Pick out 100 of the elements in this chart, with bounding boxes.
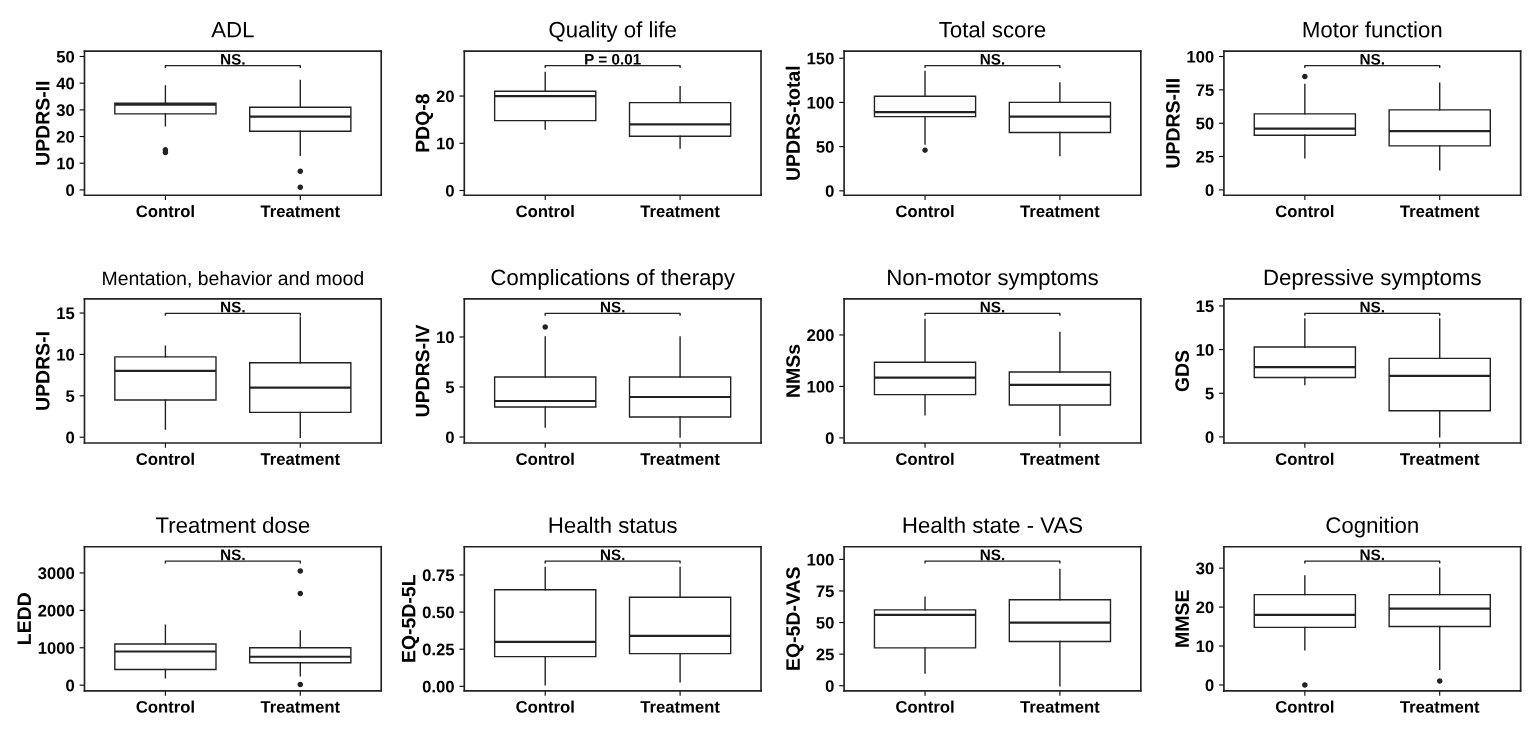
x-tick-label: Treatment [1400,205,1480,218]
y-tick-label: 0 [825,432,834,445]
y-tick-label: 5 [1205,387,1214,400]
x-tick-label: Control [136,700,194,713]
annotation: NS. [1360,53,1384,65]
x-tick-label: Treatment [260,701,340,713]
x-tick-label: Treatment [640,205,720,218]
chart-title: Cognition [1326,516,1418,538]
y-tick-label: 0 [66,431,75,444]
x-tick-label: Treatment [1400,701,1480,713]
annotation: NS. [221,53,245,65]
y-tick-label: 100 [807,553,834,566]
x-tick-label: Treatment [1020,453,1100,465]
y-tick-label: 20 [1196,601,1214,614]
annotation: NS. [221,301,245,313]
x-tick-label: Control [516,204,574,218]
x-tick-label: Control [896,452,954,465]
x-tick-label: Treatment [260,205,340,218]
y-tick-label: 10 [437,331,454,344]
y-axis-title: MMSE [1175,590,1190,647]
x-tick-label: Treatment [260,453,340,465]
y-tick-label: 5 [66,390,75,403]
y-axis-title: NMSs [786,344,800,397]
y-tick-label: 50 [1196,117,1214,130]
chart-title: ADL [211,21,254,38]
x-tick-label: Control [136,452,194,465]
chart-title: Total score [939,21,1046,38]
chart-title: Treatment dose [155,516,310,534]
annotation: NS. [980,53,1005,65]
y-tick-label: 0 [1205,184,1214,197]
annotation: NS. [980,301,1005,313]
annotation: NS. [600,301,625,313]
x-tick-label: Control [1275,700,1334,713]
y-tick-label: 10 [57,348,75,361]
y-axis-title: UPDRS-IV [415,324,430,417]
y-tick-label: 0 [1205,679,1214,692]
y-tick-label: 0 [1205,431,1214,444]
x-tick-label: Control [516,452,574,465]
x-tick-label: Treatment [1020,701,1100,713]
x-tick-label: Control [136,204,194,218]
y-tick-label: 25 [1196,150,1214,163]
annotation: NS. [1360,549,1384,561]
x-tick-label: Control [896,700,954,713]
y-tick-label: 50 [816,616,834,629]
y-tick-label: 2000 [38,604,75,617]
annotation: NS. [221,549,245,561]
x-tick-label: Control [516,700,574,713]
annotation: NS. [600,549,625,561]
y-tick-label: 200 [807,329,834,342]
y-tick-label: 10 [1196,640,1214,653]
y-tick-label: 20 [436,90,454,103]
y-tick-label: 10 [437,137,454,150]
y-axis-title: UPDRS-I [35,332,50,410]
y-tick-label: 3000 [38,567,75,580]
y-tick-label: 5 [445,381,455,394]
y-tick-label: 15 [57,307,75,320]
y-axis-title: LEDD [17,593,31,644]
chart-title: Non-motor symptoms [888,269,1098,290]
y-axis-title: UPDRS-total [785,66,800,180]
y-tick-label: 0 [445,184,454,197]
y-axis-title: GDS [1175,350,1190,392]
y-tick-label: 10 [1196,343,1214,356]
y-tick-label: 20 [56,130,75,143]
y-tick-label: 100 [1187,50,1214,63]
y-tick-label: 75 [816,585,834,598]
x-tick-label: Control [1275,204,1334,218]
chart-title: Depressive symptoms [1264,268,1481,290]
y-tick-label: 10 [57,157,75,170]
y-tick-label: 50 [56,50,75,63]
x-tick-label: Treatment [1020,205,1100,218]
y-axis-title: UPDRS-II [35,81,50,165]
x-tick-label: Treatment [1400,453,1480,465]
y-tick-label: 0 [66,679,75,692]
y-tick-label: 25 [816,648,834,661]
y-axis-title: EQ-5D-VAS [786,567,804,670]
y-axis-title: EQ-5D-5L [401,575,420,662]
y-tick-label: 30 [56,104,75,117]
x-tick-label: Treatment [640,701,720,713]
y-axis-title: UPDRS-III [1166,79,1180,168]
y-axis-title: PDQ-8 [415,94,434,152]
annotation: NS. [980,549,1005,561]
y-tick-label: 0.75 [422,569,455,582]
x-tick-label: Treatment [640,453,720,465]
annotation: NS. [1360,301,1384,313]
x-tick-label: Control [896,204,954,218]
y-tick-label: 15 [1196,300,1214,313]
y-tick-label: 50 [816,141,834,153]
x-tick-label: Control [1275,452,1334,465]
y-tick-label: 0 [445,431,454,444]
y-tick-label: 30 [1196,562,1214,575]
y-tick-label: 40 [56,77,75,90]
y-tick-label: 100 [807,96,834,109]
y-tick-label: 0 [825,680,834,692]
chart-title: Complications of therapy [491,268,735,290]
y-tick-label: 75 [1196,84,1214,97]
y-tick-label: 1000 [38,642,75,654]
y-tick-label: 0 [66,184,75,197]
chart-title: Mentation, behavior and mood [103,270,363,288]
chart-title: Health state - VAS [903,516,1083,534]
chart-title: Motor function [1303,21,1442,38]
